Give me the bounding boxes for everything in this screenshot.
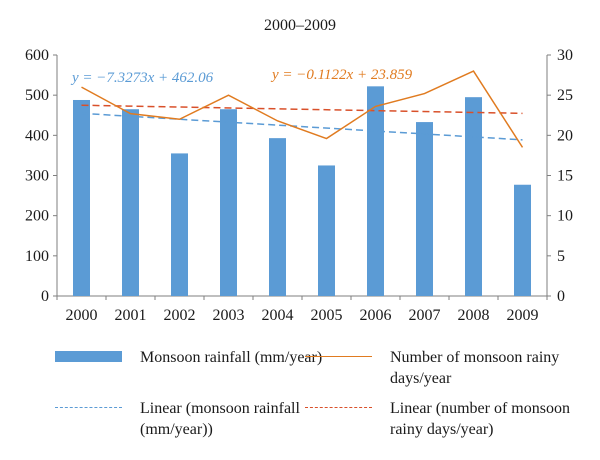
left-tick-label: 400 bbox=[25, 127, 49, 144]
right-tick-label: 10 bbox=[557, 208, 573, 225]
legend-swatch-rainfall-trend bbox=[55, 407, 122, 408]
legend-label-rainy-days: Number of monsoon rainy days/year bbox=[390, 349, 560, 387]
x-tick-label: 2004 bbox=[262, 307, 294, 324]
bar-monsoon-rainfall bbox=[514, 184, 531, 296]
left-tick-label: 300 bbox=[25, 168, 49, 185]
legend-label-rainfall-trend: Linear (monsoon rainfall (mm/year)) bbox=[140, 400, 300, 438]
bar-monsoon-rainfall bbox=[122, 109, 139, 296]
equation-rainy-days: y = −0.1122x + 23.859 bbox=[270, 67, 413, 83]
bar-monsoon-rainfall bbox=[416, 122, 433, 296]
equation-rainfall: y = −7.3273x + 462.06 bbox=[70, 70, 214, 86]
chart-title: 2000–2009 bbox=[264, 17, 336, 34]
legend-swatch-line bbox=[305, 356, 372, 357]
trendline-rainy-days bbox=[81, 104, 523, 115]
x-tick-label: 2008 bbox=[458, 307, 490, 324]
right-tick-label: 5 bbox=[557, 248, 565, 265]
right-tick-label: 25 bbox=[557, 87, 573, 104]
x-tick-label: 2000 bbox=[66, 307, 98, 324]
legend-swatch-rainy-days-trend bbox=[305, 407, 372, 408]
left-tick-label: 200 bbox=[25, 208, 49, 225]
left-tick-label: 0 bbox=[41, 288, 49, 305]
left-tick-label: 500 bbox=[25, 87, 49, 104]
right-tick-label: 20 bbox=[557, 127, 573, 144]
bar-monsoon-rainfall bbox=[171, 153, 188, 296]
x-tick-label: 2007 bbox=[409, 307, 441, 324]
left-tick-label: 100 bbox=[25, 248, 49, 265]
right-tick-label: 15 bbox=[557, 168, 573, 185]
chart-canvas: 2000–2009 0 100 200 300 400 500 600 0 5 10 15 20 25 3… bbox=[25, 17, 573, 324]
x-tick-label: 2003 bbox=[213, 307, 245, 324]
right-tick-label: 30 bbox=[557, 47, 573, 64]
legend-label-rainfall: Monsoon rainfall (mm/year) bbox=[140, 349, 323, 366]
bar-monsoon-rainfall bbox=[269, 138, 286, 296]
bar-monsoon-rainfall bbox=[73, 99, 90, 296]
trendline-rainfall bbox=[81, 112, 523, 141]
x-tick-label: 2006 bbox=[360, 307, 392, 324]
left-tick-label: 600 bbox=[25, 47, 49, 64]
legend-swatch-bar bbox=[55, 351, 122, 362]
chart-legend: Monsoon rainfall (mm/year) Number of mon… bbox=[0, 335, 600, 460]
right-tick-label: 0 bbox=[557, 288, 565, 305]
x-tick-label: 2002 bbox=[164, 307, 196, 324]
legend-label-rainy-days-trend: Linear (number of monsoon rainy days/yea… bbox=[390, 400, 570, 438]
x-tick-label: 2001 bbox=[115, 307, 147, 324]
bar-monsoon-rainfall bbox=[220, 109, 237, 296]
x-tick-label: 2005 bbox=[311, 307, 343, 324]
x-tick-label: 2009 bbox=[507, 307, 539, 324]
line-rainy-days bbox=[81, 70, 524, 148]
bar-monsoon-rainfall bbox=[367, 86, 384, 296]
bar-monsoon-rainfall bbox=[318, 165, 335, 296]
bar-monsoon-rainfall bbox=[465, 97, 482, 296]
